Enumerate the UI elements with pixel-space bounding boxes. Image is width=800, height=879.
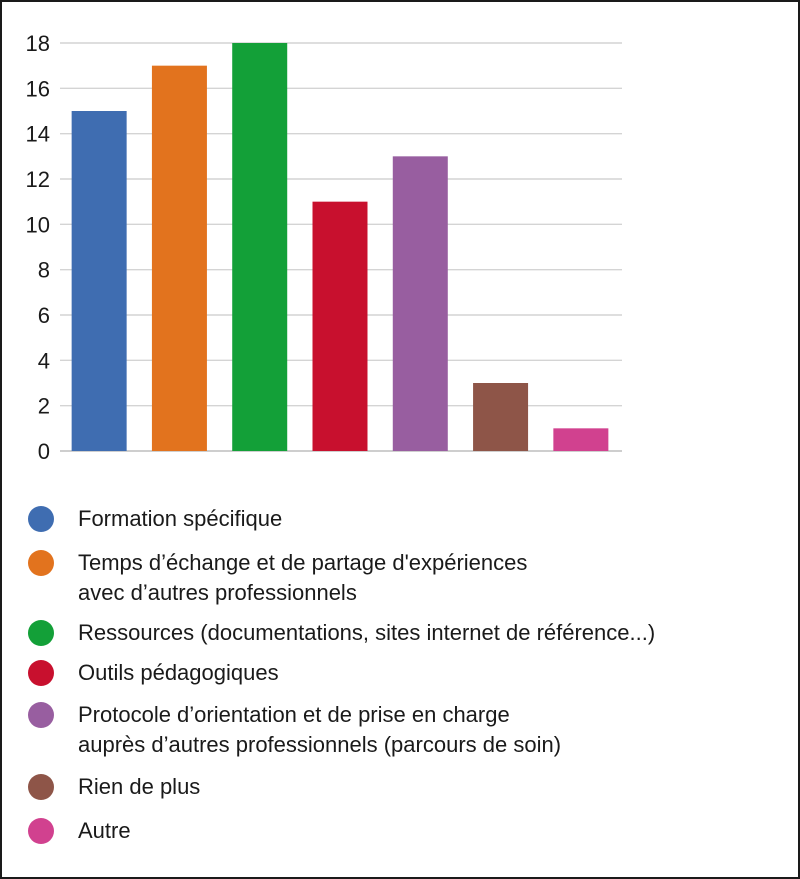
bar-chart: 0 2 4 6 8 10 12 14 16 18 [26, 31, 622, 464]
bar [71, 111, 127, 451]
legend: Formation spécifique Temps d’échange et d… [28, 504, 788, 846]
legend-label: Ressources (documentations, sites intern… [78, 618, 655, 648]
legend-item: Protocole d’orientation et de prise en c… [28, 700, 788, 760]
legend-swatch [28, 550, 54, 576]
legend-label-line: Protocole d’orientation et de prise en c… [78, 702, 510, 727]
legend-label-line: auprès d’autres professionnels (parcours… [78, 732, 562, 757]
y-tick-label: 12 [26, 167, 50, 192]
legend-label-line: Ressources (documentations, sites intern… [78, 620, 656, 645]
legend-label: Temps d’échange et de partage d'expérien… [78, 548, 527, 608]
y-tick-label: 6 [38, 303, 50, 328]
legend-label-line: Formation spécifique [78, 506, 283, 531]
bar [473, 383, 529, 451]
legend-swatch [28, 506, 54, 532]
legend-item: Rien de plus [28, 772, 788, 802]
y-tick-label: 16 [26, 76, 50, 101]
legend-label: Protocole d’orientation et de prise en c… [78, 700, 561, 760]
legend-label: Formation spécifique [78, 504, 282, 534]
y-tick-label: 14 [26, 122, 50, 147]
bar [553, 428, 609, 451]
bar [232, 43, 288, 451]
y-tick-label: 8 [38, 258, 50, 283]
legend-swatch [28, 702, 54, 728]
legend-item: Outils pédagogiques [28, 658, 788, 688]
legend-swatch [28, 818, 54, 844]
legend-swatch [28, 620, 54, 646]
legend-swatch [28, 660, 54, 686]
bar [312, 201, 368, 451]
legend-swatch [28, 774, 54, 800]
y-tick-label: 4 [38, 348, 50, 373]
legend-label-line: Rien de plus [78, 774, 201, 799]
legend-label-line: Autre [78, 818, 131, 843]
legend-item: Formation spécifique [28, 504, 788, 534]
bar [151, 65, 207, 451]
legend-label-line: avec d’autres professionnels [78, 580, 357, 605]
legend-item: Autre [28, 816, 788, 846]
bar [392, 156, 448, 452]
y-tick-label: 10 [26, 212, 50, 237]
y-tick-label: 18 [26, 31, 50, 56]
legend-item: Ressources (documentations, sites intern… [28, 618, 788, 648]
legend-label: Outils pédagogiques [78, 658, 279, 688]
y-tick-label: 2 [38, 394, 50, 419]
legend-label: Rien de plus [78, 772, 200, 802]
legend-item: Temps d’échange et de partage d'expérien… [28, 548, 788, 608]
legend-label-line: Outils pédagogiques [78, 660, 279, 685]
legend-label: Autre [78, 816, 131, 846]
y-tick-label: 0 [38, 439, 50, 464]
legend-label-line: Temps d’échange et de partage d'expérien… [78, 550, 528, 575]
